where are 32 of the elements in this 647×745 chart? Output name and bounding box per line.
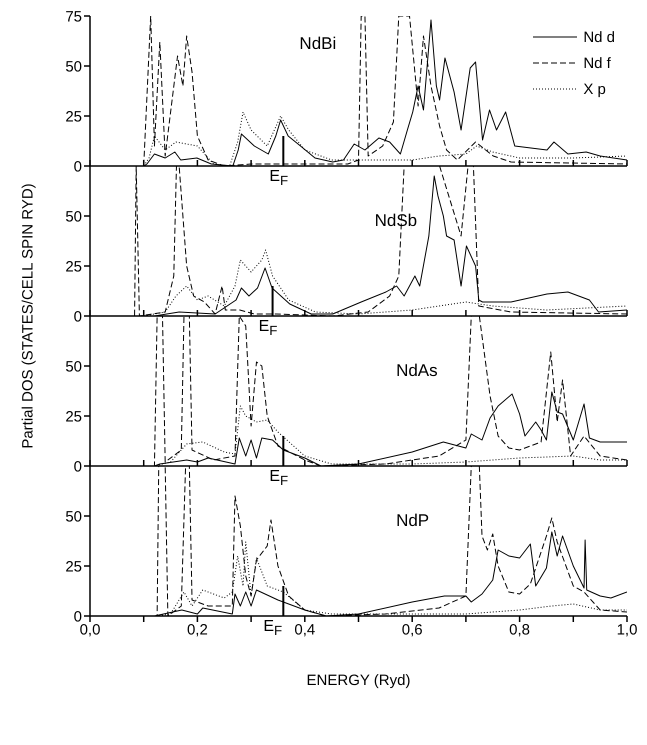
annotation: NdP xyxy=(396,511,430,531)
y-tick-label: 25 xyxy=(65,108,82,126)
x-tick-label: 0,2 xyxy=(186,622,208,639)
ref-line-label: E$_{F}$ xyxy=(263,618,282,638)
y-tick-label: 0 xyxy=(74,608,82,626)
y-tick-label: 50 xyxy=(65,208,82,226)
legend-label: X p xyxy=(583,80,606,98)
y-tick-label: 75 xyxy=(65,8,82,26)
y-tick-label: 25 xyxy=(65,558,82,576)
x-tick-label: 0,8 xyxy=(509,622,530,639)
y-tick-label: 50 xyxy=(65,58,82,76)
legend-label: Nd d xyxy=(583,28,615,46)
x-tick-label: 0,6 xyxy=(402,622,423,639)
y-axis-title: Partial DOS (STATES/CELL SPIN RYD) xyxy=(20,183,36,449)
annotation: NdAs xyxy=(396,361,438,381)
ref-line-label: E$_{F}$ xyxy=(258,318,278,338)
y-tick-label: 0 xyxy=(74,308,82,326)
y-tick-label: 50 xyxy=(65,358,82,376)
annotation: NdBi xyxy=(299,34,336,54)
y-tick-label: 25 xyxy=(65,408,82,426)
y-tick-label: 50 xyxy=(65,508,82,526)
ref-line-label: E$_{F}$ xyxy=(269,468,288,488)
x-axis-title: ENERGY (Ryd) xyxy=(306,672,412,689)
ref-line-label: E$_{F}$ xyxy=(269,168,288,188)
annotation: NdSb xyxy=(374,211,418,231)
y-tick-label: 25 xyxy=(65,258,82,276)
x-tick-label: 1,0 xyxy=(616,622,638,639)
y-tick-label: 0 xyxy=(74,158,82,176)
x-tick-label: 0,4 xyxy=(294,622,316,639)
y-tick-label: 0 xyxy=(74,458,82,476)
x-tick-label: 0,0 xyxy=(80,622,100,639)
legend-label: Nd f xyxy=(583,54,611,72)
